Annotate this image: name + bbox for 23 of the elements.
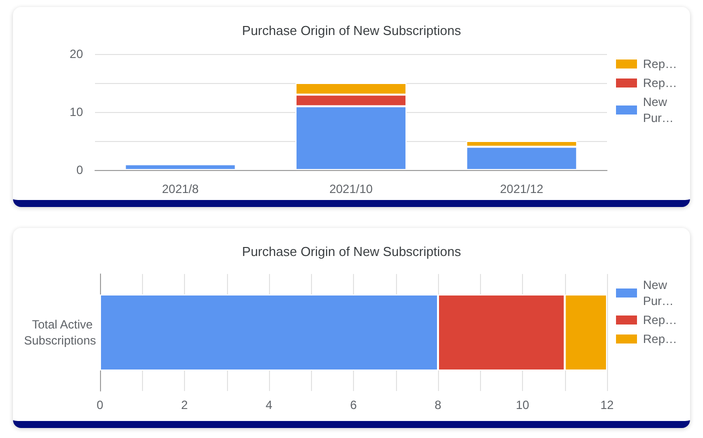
x-tick-label: 2021/12 — [500, 182, 544, 196]
legend-label: Rep… — [643, 76, 678, 90]
legend-label: New Pur… — [643, 278, 674, 308]
y-tick-label: 20 — [70, 47, 84, 61]
bar — [124, 164, 236, 170]
x-tick-label: 2021/10 — [329, 182, 374, 196]
y-tick-label: 10 — [70, 105, 84, 119]
x-tick-label: 6 — [350, 398, 358, 412]
legend-label: Rep… — [643, 313, 678, 327]
x-tick-label: 4 — [266, 398, 273, 412]
x-tick-label: 0 — [96, 398, 104, 412]
chart-title: Purchase Origin of New Subscriptions — [242, 23, 462, 38]
legend-label: New Pur… — [643, 95, 674, 125]
y-tick-label: Total Active Subscriptions — [24, 318, 96, 348]
x-tick-label: 12 — [600, 398, 614, 412]
y-tick-label: 0 — [76, 163, 84, 177]
chart-title: Purchase Origin of New Subscriptions — [242, 244, 462, 259]
x-tick-label: 8 — [434, 398, 442, 412]
legend-label: Rep… — [643, 57, 678, 71]
legend-label: Rep… — [643, 332, 678, 346]
x-tick-label: 2 — [181, 398, 188, 412]
x-tick-label: 10 — [516, 398, 530, 412]
x-tick-label: 2021/8 — [162, 182, 200, 196]
